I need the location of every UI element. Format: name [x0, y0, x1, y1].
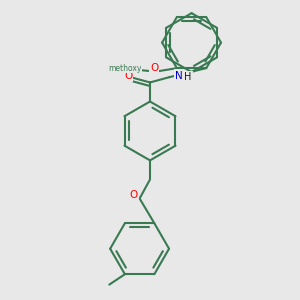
Text: methoxy: methoxy — [108, 64, 142, 73]
Text: O: O — [124, 70, 132, 80]
Text: N: N — [175, 70, 183, 80]
Text: H: H — [184, 72, 192, 82]
Text: O: O — [150, 63, 158, 73]
Text: O: O — [129, 190, 137, 200]
